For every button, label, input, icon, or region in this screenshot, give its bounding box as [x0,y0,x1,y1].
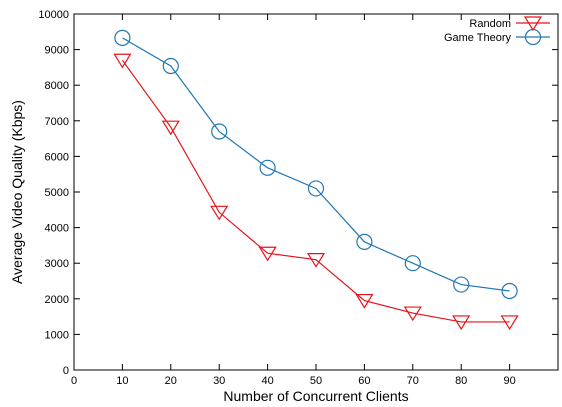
x-tick-label: 60 [358,375,370,387]
data-point [453,276,470,293]
data-point [306,253,326,268]
y-tick-label: 10000 [38,9,69,21]
data-point [161,120,180,136]
legend-marker [523,16,543,32]
series-random [113,53,519,331]
x-tick-label: 20 [165,375,177,387]
data-point [355,293,374,309]
x-tick-label: 90 [503,375,515,387]
series-line [121,59,510,323]
data-point [356,233,373,250]
axis-ticks: 0 10 20 30 40 50 60 70 80 90 0 1000 2000 3000 4000 5000… [38,9,558,387]
y-axis-label: Average Video Quality (Kbps) [9,100,25,284]
series-game-theory [114,29,518,300]
data-point [501,282,518,300]
data-point [259,159,276,176]
data-point [114,29,131,46]
x-tick-label: 40 [261,375,273,387]
data-point [403,306,422,322]
x-tick-label: 10 [116,375,128,387]
x-tick-label: 70 [407,375,419,387]
x-tick-label: 0 [71,375,77,387]
data-point [452,315,471,331]
legend-label: Random [469,18,511,30]
y-tick-label: 8000 [45,80,69,92]
data-point [404,255,421,272]
data-point [162,57,179,75]
plot-frame [73,13,559,371]
x-axis-label: Number of Concurrent Clients [223,388,408,404]
legend: Random Game Theory [444,16,550,46]
y-tick-label: 6000 [45,151,69,163]
legend-marker [524,28,542,46]
y-tick-label: 0 [63,365,69,377]
y-tick-label: 2000 [45,294,69,306]
y-tick-label: 9000 [45,45,69,57]
data-point [258,246,277,262]
x-tick-label: 30 [213,375,225,387]
legend-label: Game Theory [444,32,512,44]
y-tick-label: 1000 [45,329,69,341]
data-point [210,205,229,221]
y-tick-label: 7000 [45,116,69,128]
data-point [211,123,228,140]
y-tick-label: 4000 [45,223,69,235]
y-tick-label: 3000 [45,258,69,270]
series-line [122,37,510,292]
x-tick-label: 50 [310,375,322,387]
y-tick-label: 5000 [45,187,69,199]
data-point [113,53,132,69]
x-tick-label: 80 [455,375,467,387]
data-point [307,180,325,197]
series-layer [113,29,519,331]
data-point [500,315,519,331]
